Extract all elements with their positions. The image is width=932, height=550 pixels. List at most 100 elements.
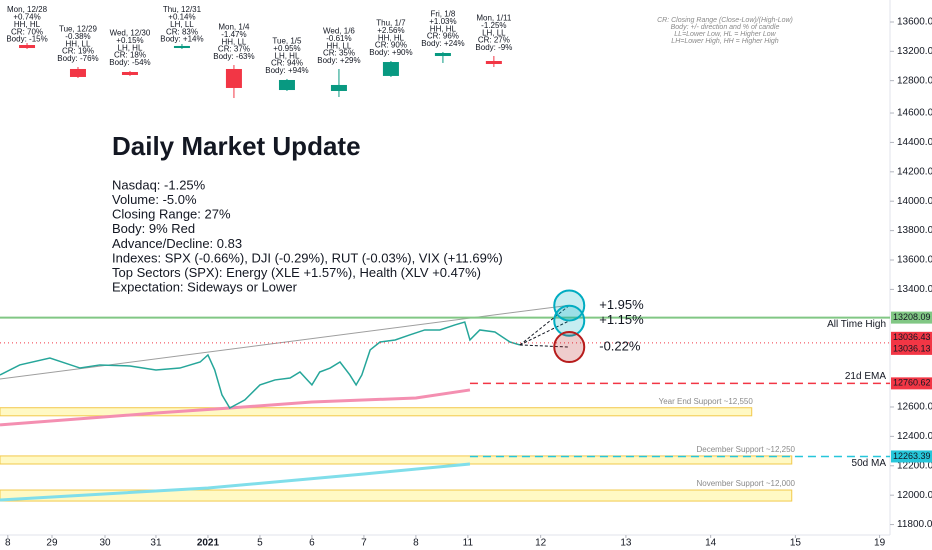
day-label-date: Tue, 12/29 xyxy=(59,25,98,34)
average-line xyxy=(0,462,471,502)
candle-body xyxy=(69,68,86,77)
x-tick-label: 12 xyxy=(535,538,547,549)
price-box-label: 13208.09 xyxy=(893,312,931,322)
x-tick-label: 13 xyxy=(620,538,632,549)
projection-circle xyxy=(553,304,586,337)
day-label-pattern: LH, HL xyxy=(275,51,300,60)
support-zone xyxy=(0,455,793,465)
support-zone xyxy=(0,407,753,417)
update-line: Body: 9% Red xyxy=(112,221,195,236)
day-label-body: Body: +94% xyxy=(265,66,308,75)
update-line: Advance/Decline: 0.83 xyxy=(112,236,242,251)
day-label-date: Wed, 12/30 xyxy=(110,28,151,37)
support-label: December Support ~12,250 xyxy=(696,445,795,454)
day-label-cr: CR: 35% xyxy=(323,49,355,58)
day-label-change: -0.61% xyxy=(326,34,351,43)
update-line: Expectation: Sideways or Lower xyxy=(112,280,298,295)
day-label-date: Wed, 1/6 xyxy=(323,26,355,35)
x-tick-label: 5 xyxy=(257,538,263,549)
day-label-body: Body: +14% xyxy=(160,35,203,44)
x-tick-label: 19 xyxy=(874,538,886,549)
day-label-cr: CR: 96% xyxy=(427,32,459,41)
x-tick-label: 29 xyxy=(46,538,58,549)
y-tick-label: 13800.00 xyxy=(897,225,932,236)
y-tick-label: 12600.00 xyxy=(897,402,932,413)
support-label: Year End Support ~12,550 xyxy=(659,397,754,406)
legend-note: CR: Closing Range (Close-Low)/(High-Low) xyxy=(657,17,793,24)
day-label-pattern: LH, HL xyxy=(118,43,143,52)
price-box xyxy=(891,342,932,355)
day-label-cr: CR: 90% xyxy=(375,41,407,50)
x-tick-label: 31 xyxy=(150,538,162,549)
level-label: 50d MA xyxy=(852,458,887,469)
y-tick-label: 14600.00 xyxy=(897,108,932,119)
update-line: Indexes: SPX (-0.66%), DJI (-0.29%), RUT… xyxy=(112,250,503,265)
candle-body xyxy=(225,68,242,88)
day-label-body: Body: -63% xyxy=(213,52,254,61)
day-label-cr: CR: 19% xyxy=(62,47,94,56)
x-tick-label: 14 xyxy=(705,538,717,549)
chart-title: Daily Market Update xyxy=(112,131,361,161)
price-box-label: 13036.43 xyxy=(893,332,931,342)
day-label-change: -1.25% xyxy=(481,21,506,30)
average-line xyxy=(0,388,471,427)
y-tick-label: 14200.00 xyxy=(897,166,932,177)
legend-note: LL=Lower Low, HL = Higher Low xyxy=(674,31,776,38)
day-label-cr: CR: 70% xyxy=(11,27,43,36)
y-tick-label: 13600.00 xyxy=(897,17,932,28)
day-label-cr: CR: 27% xyxy=(478,36,510,45)
y-tick-label: 12200.00 xyxy=(897,460,932,471)
level-label: 21d EMA xyxy=(845,371,886,382)
day-label-body: Body: +90% xyxy=(369,48,412,57)
day-label-date: Thu, 12/31 xyxy=(163,5,202,14)
day-label-pattern: HH, LL xyxy=(221,37,246,46)
projection-label: +1.95% xyxy=(599,297,644,312)
update-line: Volume: -5.0% xyxy=(112,192,197,207)
candle-body xyxy=(434,53,451,57)
day-label-cr: CR: 18% xyxy=(114,51,146,60)
day-label-date: Mon, 1/11 xyxy=(476,14,512,23)
y-tick-label: 14400.00 xyxy=(897,137,932,148)
day-label-change: +0.74% xyxy=(13,13,40,22)
price-box xyxy=(891,331,932,344)
projection-arrow xyxy=(519,344,570,348)
day-label-pattern: LH, LL xyxy=(170,20,194,29)
price-box-label: 13036.13 xyxy=(893,343,931,353)
y-tick-label: 12000.00 xyxy=(897,490,932,501)
x-tick-label: 2021 xyxy=(197,538,220,549)
price-box-label: 12263.39 xyxy=(893,451,931,461)
day-label-change: -1.47% xyxy=(221,30,246,39)
y-tick-label: 12400.00 xyxy=(897,431,932,442)
candle-body xyxy=(121,71,138,75)
day-label-cr: CR: 83% xyxy=(166,27,198,36)
x-tick-label: 8 xyxy=(5,538,11,549)
projection-circle xyxy=(553,331,586,364)
day-label-cr: CR: 37% xyxy=(218,45,250,54)
x-tick-label: 30 xyxy=(99,538,111,549)
day-label-date: Mon, 1/4 xyxy=(218,23,250,32)
price-box xyxy=(891,377,932,390)
day-label-change: +0.14% xyxy=(168,13,195,22)
day-label-body: Body: -76% xyxy=(57,54,98,63)
x-tick-label: 15 xyxy=(790,538,802,549)
price-box xyxy=(891,311,932,324)
day-label-pattern: LH, LL xyxy=(482,28,506,37)
candle-body xyxy=(278,79,295,91)
price-box-label: 12760.62 xyxy=(893,378,931,388)
candle-body xyxy=(382,62,399,76)
projection-arrow xyxy=(519,320,570,346)
day-label-pattern: HH, HL xyxy=(14,20,41,29)
legend-note: Body: +/- direction and % of candle xyxy=(671,24,780,31)
x-tick-label: 11 xyxy=(463,538,474,549)
y-tick-label: 11800.00 xyxy=(897,519,932,530)
x-tick-label: 8 xyxy=(413,538,419,549)
support-zone xyxy=(0,489,793,502)
price-box xyxy=(891,450,932,463)
y-tick-label: 13600.00 xyxy=(897,255,932,266)
day-label-date: Fri, 1/8 xyxy=(430,9,455,18)
day-label-date: Mon, 12/28 xyxy=(7,5,48,14)
y-tick-label: 12800.00 xyxy=(897,75,932,86)
day-label-body: Body: -54% xyxy=(109,58,150,67)
support-label: November Support ~12,000 xyxy=(696,479,795,488)
